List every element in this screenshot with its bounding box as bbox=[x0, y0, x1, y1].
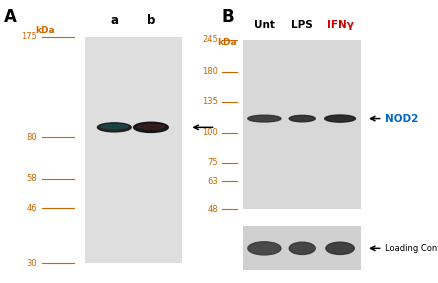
Text: A: A bbox=[4, 8, 17, 27]
Ellipse shape bbox=[289, 242, 315, 254]
Text: 180: 180 bbox=[202, 67, 218, 76]
Text: 48: 48 bbox=[208, 205, 218, 214]
Text: NOD2: NOD2 bbox=[385, 113, 418, 124]
Text: 75: 75 bbox=[208, 158, 218, 168]
Ellipse shape bbox=[248, 242, 281, 255]
Text: a: a bbox=[110, 14, 118, 27]
Ellipse shape bbox=[97, 123, 131, 132]
Ellipse shape bbox=[325, 115, 356, 122]
Ellipse shape bbox=[248, 115, 281, 122]
Ellipse shape bbox=[289, 115, 315, 122]
Text: 135: 135 bbox=[202, 97, 218, 106]
Text: 100: 100 bbox=[202, 128, 218, 138]
Text: 63: 63 bbox=[208, 177, 218, 186]
Text: IFNγ: IFNγ bbox=[327, 20, 353, 30]
Text: Loading Control: Loading Control bbox=[385, 244, 438, 253]
Ellipse shape bbox=[138, 125, 164, 129]
Text: B: B bbox=[221, 8, 234, 27]
Text: 175: 175 bbox=[21, 32, 37, 41]
Text: 30: 30 bbox=[27, 259, 37, 268]
Text: kDa: kDa bbox=[35, 25, 55, 35]
Ellipse shape bbox=[101, 125, 128, 128]
Ellipse shape bbox=[326, 242, 354, 254]
Text: b: b bbox=[147, 14, 155, 27]
Ellipse shape bbox=[134, 122, 168, 132]
Text: 58: 58 bbox=[27, 174, 37, 183]
Text: 245: 245 bbox=[202, 35, 218, 44]
Text: LPS: LPS bbox=[291, 20, 313, 30]
Text: kDa: kDa bbox=[217, 38, 237, 47]
Text: 80: 80 bbox=[27, 133, 37, 142]
Text: Unt: Unt bbox=[254, 20, 275, 30]
Text: 46: 46 bbox=[27, 204, 37, 213]
